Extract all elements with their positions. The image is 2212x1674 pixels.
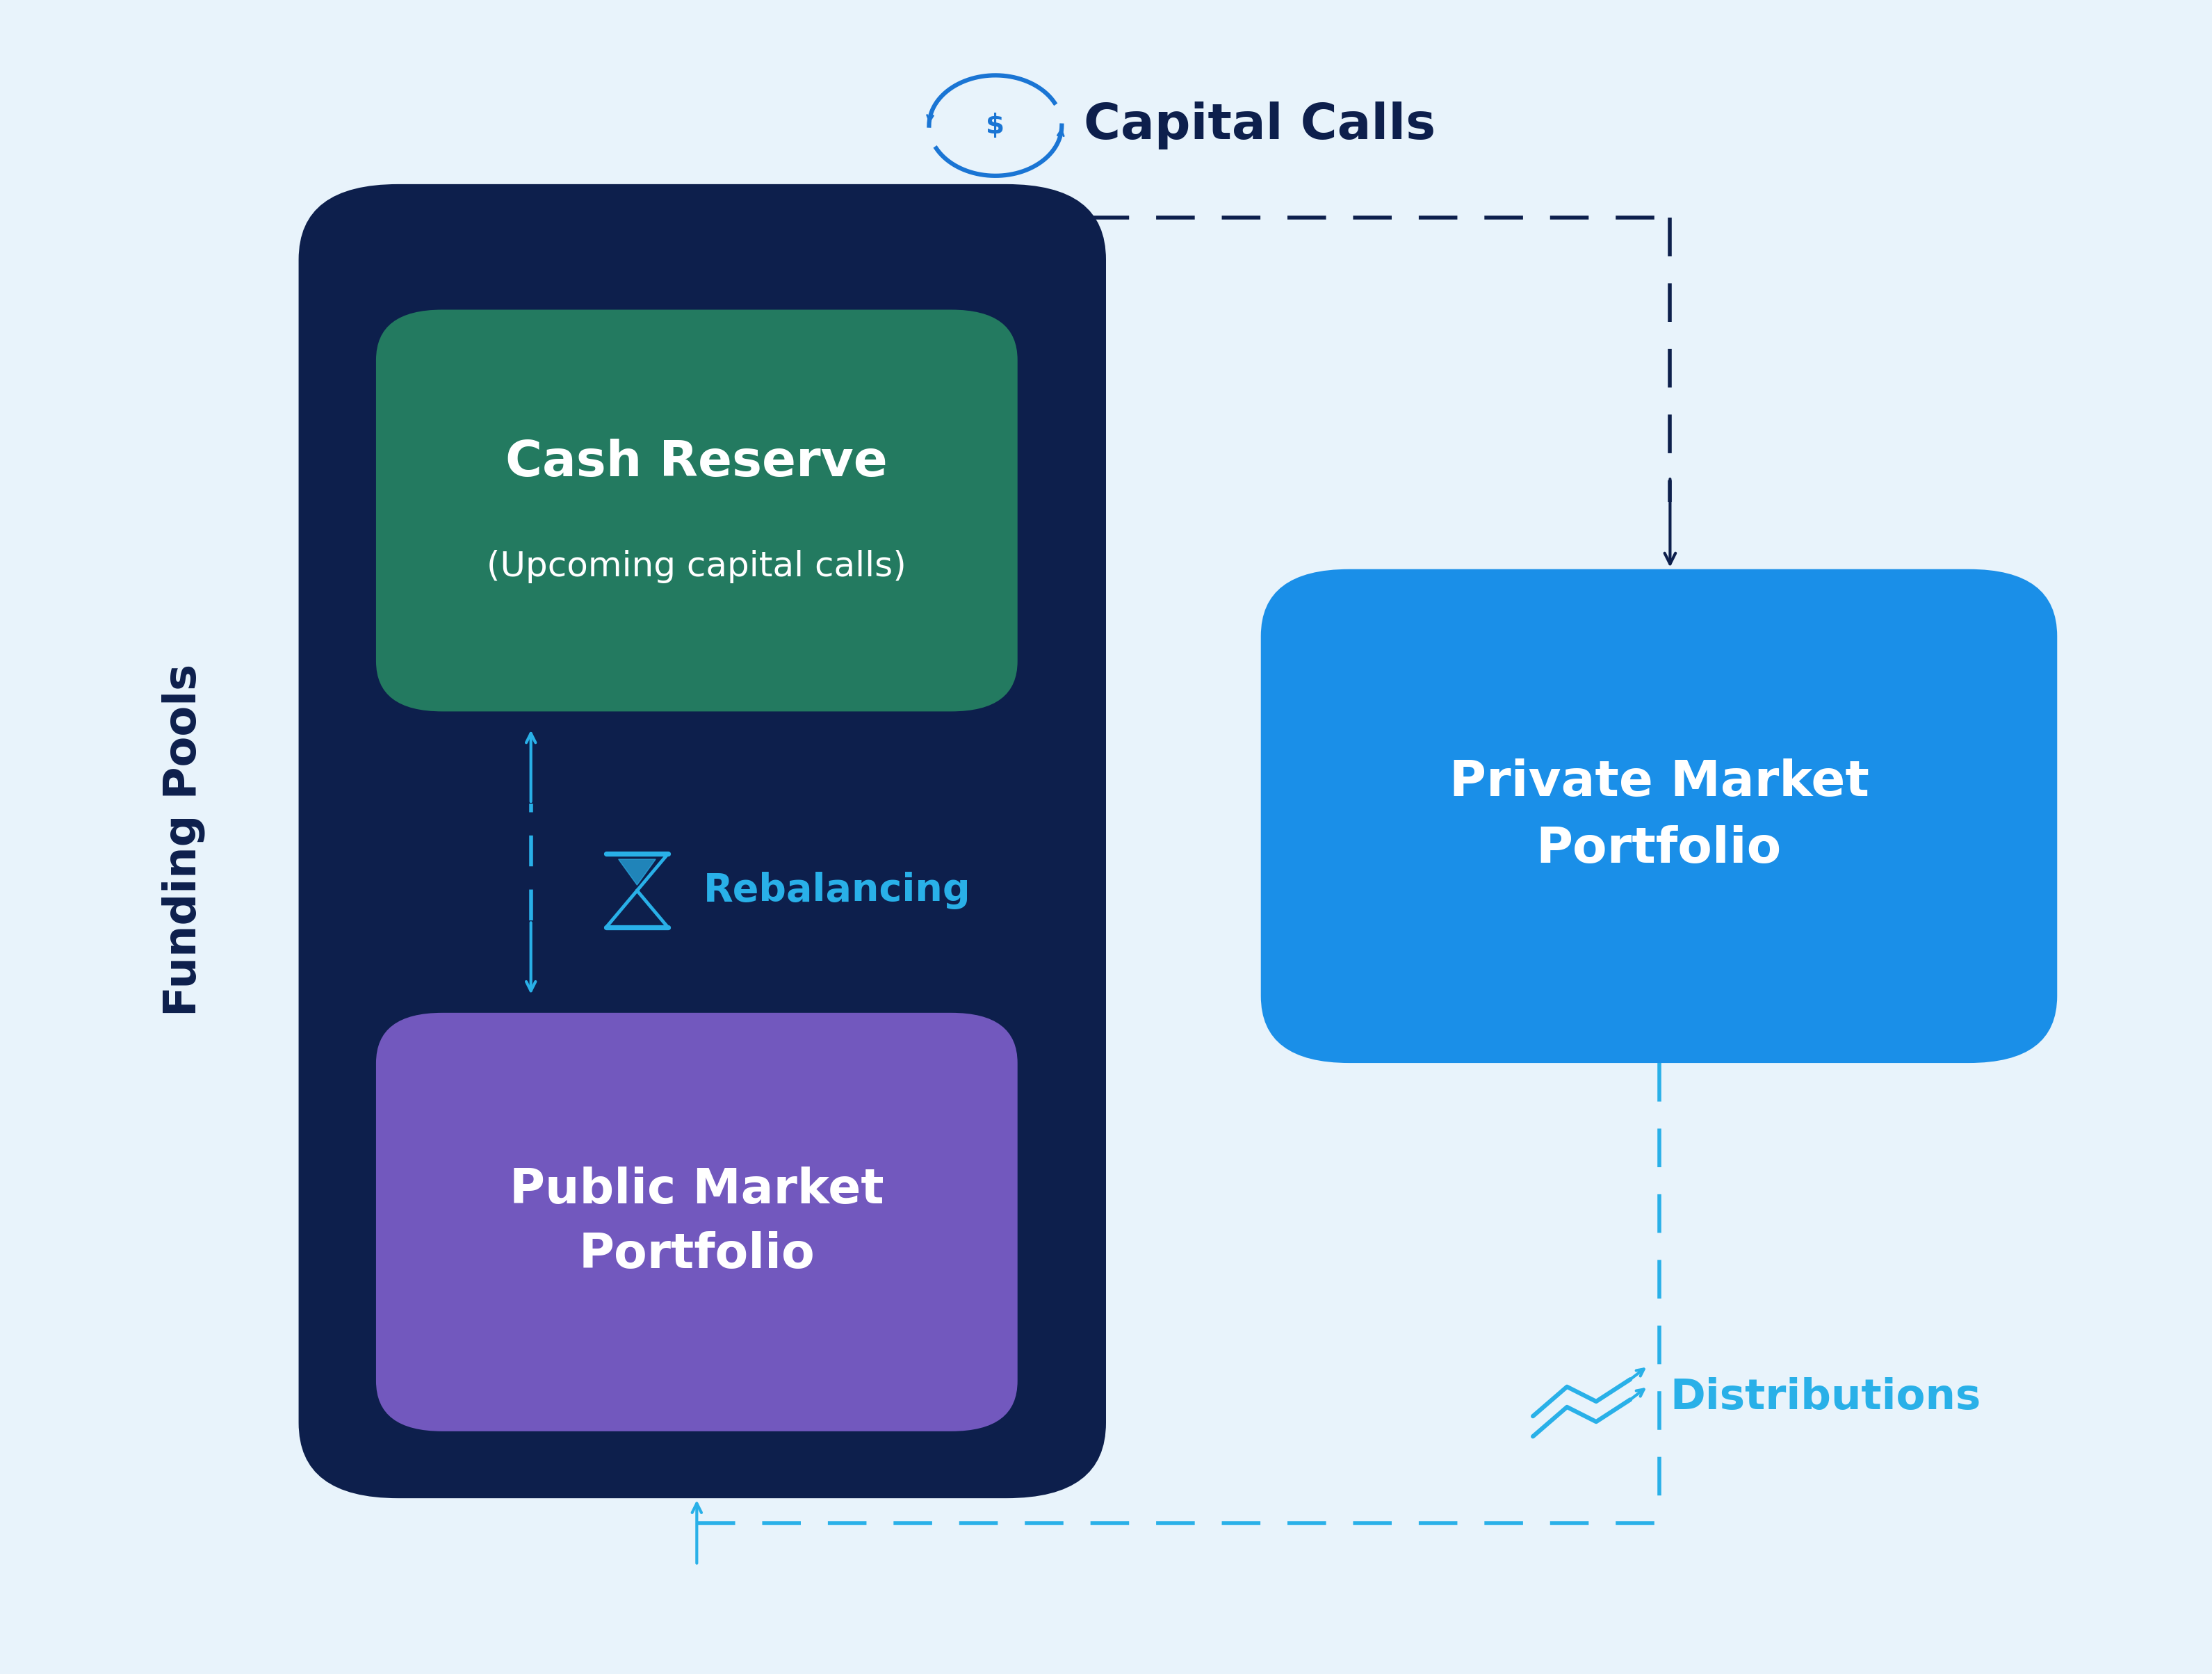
Polygon shape [619,859,655,886]
Text: Distributions: Distributions [1670,1378,1982,1418]
Text: Rebalancing: Rebalancing [703,872,971,909]
FancyBboxPatch shape [1261,569,2057,1063]
Text: Private Market
Portfolio: Private Market Portfolio [1449,758,1869,874]
Text: Funding Pools: Funding Pools [161,665,206,1016]
FancyBboxPatch shape [299,184,1106,1498]
Text: Public Market
Portfolio: Public Market Portfolio [509,1167,885,1277]
Text: $: $ [987,112,1004,139]
FancyBboxPatch shape [376,1013,1018,1431]
Text: Capital Calls: Capital Calls [1084,102,1436,149]
Text: (Upcoming capital calls): (Upcoming capital calls) [487,551,907,584]
FancyBboxPatch shape [376,310,1018,711]
Text: Cash Reserve: Cash Reserve [507,439,887,487]
